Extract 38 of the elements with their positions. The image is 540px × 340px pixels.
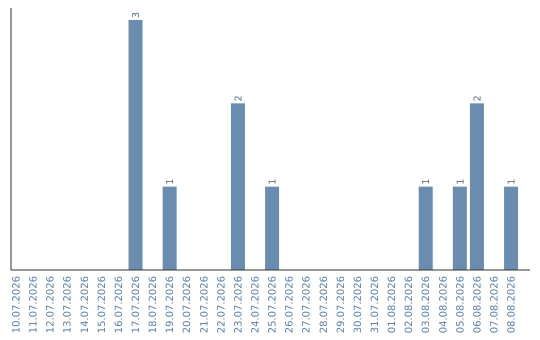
- x-tick-label: 07.08.2026: [489, 276, 500, 334]
- x-tick-label: 14.07.2026: [80, 276, 91, 334]
- x-tick-label: 11.07.2026: [28, 276, 40, 334]
- x-tick-label: 23.07.2026: [233, 276, 244, 334]
- x-tick-label: 05.08.2026: [455, 276, 466, 334]
- x-tick-label: 31.07.2026: [370, 276, 382, 334]
- data-label: 1: [421, 178, 432, 185]
- data-label: 1: [165, 178, 176, 185]
- x-tick-label: 24.07.2026: [250, 276, 262, 334]
- x-tick-label: 13.07.2026: [62, 276, 74, 334]
- data-label: 2: [472, 95, 484, 102]
- x-tick-label: 08.08.2026: [506, 276, 518, 334]
- x-tick-label: 17.07.2026: [131, 276, 142, 334]
- x-tick-label: 18.07.2026: [148, 276, 160, 334]
- x-tick-label: 03.08.2026: [421, 276, 432, 334]
- x-tick-label: 30.07.2026: [352, 276, 364, 334]
- x-tick-label: 10.07.2026: [12, 276, 23, 334]
- data-label: 3: [131, 12, 142, 18]
- x-tick-label: 26.07.2026: [284, 276, 296, 334]
- x-tick-label: 19.07.2026: [165, 276, 176, 334]
- x-tick-label: 21.07.2026: [199, 276, 210, 334]
- x-tick-label: 01.08.2026: [387, 276, 398, 334]
- x-tick-label: 12.07.2026: [46, 276, 57, 334]
- x-tick-label: 29.07.2026: [336, 276, 347, 334]
- x-tick-label: 25.07.2026: [268, 276, 279, 334]
- x-tick-label: 27.07.2026: [302, 276, 313, 334]
- data-label: 1: [268, 178, 279, 185]
- x-tick-label: 16.07.2026: [114, 276, 125, 334]
- data-label: 2: [233, 95, 244, 102]
- x-tick-label: 06.08.2026: [472, 276, 484, 334]
- data-label: 1: [455, 178, 466, 185]
- x-tick-label: 04.08.2026: [438, 276, 450, 334]
- data-label: 1: [506, 178, 518, 185]
- x-tick-label: 02.08.2026: [404, 276, 416, 334]
- x-tick-label: 28.07.2026: [318, 276, 330, 334]
- x-tick-label: 15.07.2026: [96, 276, 108, 334]
- x-tick-label: 20.07.2026: [182, 276, 194, 334]
- x-tick-label: 22.07.2026: [216, 276, 228, 334]
